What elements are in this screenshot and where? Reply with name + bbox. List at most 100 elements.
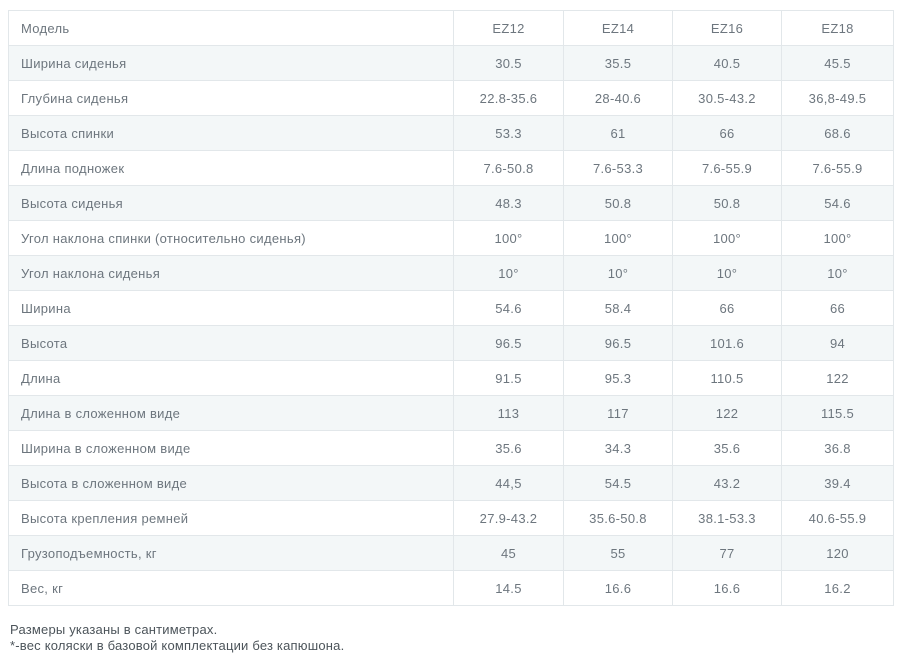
- specs-table-body: Ширина сиденья 30.5 35.5 40.5 45.5 Глуби…: [8, 45, 894, 606]
- row-label: Вес, кг: [8, 570, 454, 606]
- column-header-model: Модель: [8, 10, 454, 46]
- spec-value-cell: 34.3: [563, 430, 673, 466]
- spec-value-cell: 53.3: [453, 115, 564, 151]
- spec-value-cell: 100°: [563, 220, 673, 256]
- spec-value-cell: 122: [672, 395, 782, 431]
- table-row: Вес, кг 14.5 16.6 16.6 16.2: [8, 570, 894, 606]
- spec-value-cell: 96.5: [563, 325, 673, 361]
- spec-value-cell: 66: [672, 290, 782, 326]
- spec-value-cell: 7.6-55.9: [781, 150, 894, 186]
- table-row: Высота в сложенном виде 44,5 54.5 43.2 3…: [8, 465, 894, 501]
- row-label: Глубина сиденья: [8, 80, 454, 116]
- spec-value-cell: 66: [781, 290, 894, 326]
- footnote: Размеры указаны в сантиметрах. *-вес кол…: [10, 622, 344, 654]
- table-row: Длина 91.5 95.3 110.5 122: [8, 360, 894, 396]
- row-label: Высота крепления ремней: [8, 500, 454, 536]
- spec-value-cell: 10°: [672, 255, 782, 291]
- table-row: Грузоподъемность, кг 45 55 77 120: [8, 535, 894, 571]
- spec-value-cell: 101.6: [672, 325, 782, 361]
- spec-value-cell: 66: [672, 115, 782, 151]
- spec-value-cell: 35.5: [563, 45, 673, 81]
- spec-value-cell: 113: [453, 395, 564, 431]
- spec-value-cell: 7.6-55.9: [672, 150, 782, 186]
- spec-value-cell: 10°: [563, 255, 673, 291]
- row-label: Ширина в сложенном виде: [8, 430, 454, 466]
- row-label: Грузоподъемность, кг: [8, 535, 454, 571]
- spec-value-cell: 55: [563, 535, 673, 571]
- spec-value-cell: 10°: [453, 255, 564, 291]
- table-row: Угол наклона сиденья 10° 10° 10° 10°: [8, 255, 894, 291]
- spec-value-cell: 16.2: [781, 570, 894, 606]
- column-header-ez14: EZ14: [563, 10, 673, 46]
- spec-value-cell: 43.2: [672, 465, 782, 501]
- spec-value-cell: 36.8: [781, 430, 894, 466]
- spec-value-cell: 58.4: [563, 290, 673, 326]
- row-label: Длина подножек: [8, 150, 454, 186]
- spec-value-cell: 14.5: [453, 570, 564, 606]
- spec-value-cell: 40.6-55.9: [781, 500, 894, 536]
- footnote-line-weight: *-вес коляски в базовой комплектации без…: [10, 638, 345, 653]
- row-label: Высота сиденья: [8, 185, 454, 221]
- spec-value-cell: 16.6: [672, 570, 782, 606]
- row-label: Высота: [8, 325, 454, 361]
- spec-value-cell: 122: [781, 360, 894, 396]
- spec-value-cell: 110.5: [672, 360, 782, 396]
- row-label: Высота в сложенном виде: [8, 465, 454, 501]
- spec-value-cell: 120: [781, 535, 894, 571]
- spec-value-cell: 54.6: [453, 290, 564, 326]
- spec-value-cell: 10°: [781, 255, 894, 291]
- table-row: Высота 96.5 96.5 101.6 94: [8, 325, 894, 361]
- table-row: Высота крепления ремней 27.9-43.2 35.6-5…: [8, 500, 894, 536]
- spec-value-cell: 117: [563, 395, 673, 431]
- spec-value-cell: 95.3: [563, 360, 673, 396]
- column-header-ez12: EZ12: [453, 10, 564, 46]
- row-label: Ширина сиденья: [8, 45, 454, 81]
- spec-value-cell: 54.5: [563, 465, 673, 501]
- spec-value-cell: 45.5: [781, 45, 894, 81]
- table-row: Глубина сиденья 22.8-35.6 28-40.6 30.5-4…: [8, 80, 894, 116]
- spec-value-cell: 36,8-49.5: [781, 80, 894, 116]
- row-label: Длина в сложенном виде: [8, 395, 454, 431]
- table-row: Ширина в сложенном виде 35.6 34.3 35.6 3…: [8, 430, 894, 466]
- spec-value-cell: 35.6-50.8: [563, 500, 673, 536]
- spec-value-cell: 28-40.6: [563, 80, 673, 116]
- spec-value-cell: 48.3: [453, 185, 564, 221]
- spec-value-cell: 100°: [453, 220, 564, 256]
- table-row: Длина в сложенном виде 113 117 122 115.5: [8, 395, 894, 431]
- spec-value-cell: 91.5: [453, 360, 564, 396]
- spec-value-cell: 30.5: [453, 45, 564, 81]
- table-row: Высота сиденья 48.3 50.8 50.8 54.6: [8, 185, 894, 221]
- spec-value-cell: 45: [453, 535, 564, 571]
- spec-value-cell: 50.8: [672, 185, 782, 221]
- spec-value-cell: 100°: [672, 220, 782, 256]
- spec-value-cell: 39.4: [781, 465, 894, 501]
- table-row: Длина подножек 7.6-50.8 7.6-53.3 7.6-55.…: [8, 150, 894, 186]
- spec-value-cell: 115.5: [781, 395, 894, 431]
- spec-value-cell: 77: [672, 535, 782, 571]
- row-label: Угол наклона сиденья: [8, 255, 454, 291]
- spec-value-cell: 40.5: [672, 45, 782, 81]
- table-row: Ширина сиденья 30.5 35.5 40.5 45.5: [8, 45, 894, 81]
- specs-table-header: Модель EZ12 EZ14 EZ16 EZ18: [8, 10, 894, 46]
- spec-value-cell: 61: [563, 115, 673, 151]
- spec-value-cell: 96.5: [453, 325, 564, 361]
- column-header-ez16: EZ16: [672, 10, 782, 46]
- spec-value-cell: 35.6: [672, 430, 782, 466]
- table-row: Ширина 54.6 58.4 66 66: [8, 290, 894, 326]
- spec-value-cell: 50.8: [563, 185, 673, 221]
- spec-value-cell: 27.9-43.2: [453, 500, 564, 536]
- table-row: Угол наклона спинки (относительно сидень…: [8, 220, 894, 256]
- header-row: Модель EZ12 EZ14 EZ16 EZ18: [8, 10, 894, 46]
- spec-value-cell: 22.8-35.6: [453, 80, 564, 116]
- row-label: Ширина: [8, 290, 454, 326]
- spec-value-cell: 94: [781, 325, 894, 361]
- row-label: Длина: [8, 360, 454, 396]
- spec-value-cell: 68.6: [781, 115, 894, 151]
- spec-value-cell: 38.1-53.3: [672, 500, 782, 536]
- table-row: Высота спинки 53.3 61 66 68.6: [8, 115, 894, 151]
- column-header-ez18: EZ18: [781, 10, 894, 46]
- row-label: Высота спинки: [8, 115, 454, 151]
- spec-value-cell: 100°: [781, 220, 894, 256]
- footnote-line-units: Размеры указаны в сантиметрах.: [10, 622, 218, 637]
